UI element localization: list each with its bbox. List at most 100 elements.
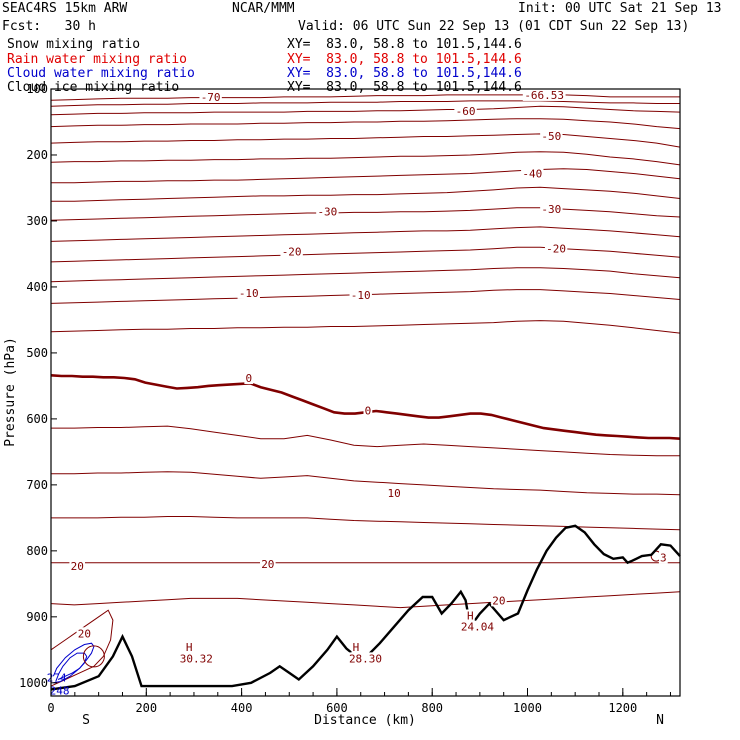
y-tick-label: 500: [26, 346, 48, 360]
rain-contour-line: [50, 609, 114, 687]
contour-label: -66.53: [524, 89, 564, 102]
contour-label: 3: [660, 551, 667, 564]
contour-label-bg: [349, 288, 372, 301]
isotherm-line: [50, 246, 681, 263]
model-name: SEAC4RS 15km ARW: [2, 1, 128, 16]
isotherm-contours: [50, 94, 681, 609]
x-tick-label: 0: [47, 701, 54, 715]
contour-label: H: [353, 641, 360, 654]
x-axis-label: Distance (km): [314, 713, 416, 728]
x-tick-label: 1000: [513, 701, 542, 715]
contour-label: H: [467, 610, 474, 623]
field-snow-name: Snow mixing ratio: [7, 37, 141, 52]
y-tick-label: 700: [26, 478, 48, 492]
contour-label-bg: [544, 242, 568, 255]
y-tick-label: 900: [26, 610, 48, 624]
contour-label: 274: [47, 672, 67, 685]
isotherm-line: [50, 94, 680, 101]
contour-label-bg: [540, 129, 563, 142]
contour-label-bg: [491, 594, 507, 607]
y-top-tick-label: 100: [26, 82, 48, 96]
contour-label-bg: [459, 620, 496, 633]
contour-label-bg: [244, 371, 254, 384]
y-tick-label: 800: [26, 544, 48, 558]
isotherm-line: [51, 186, 681, 202]
contour-label: 0: [365, 404, 372, 417]
isotherm-line: [50, 207, 681, 221]
forecast-hour: Fcst: 30 h: [2, 19, 96, 34]
isotherm-line: [50, 118, 681, 130]
contour-label-bg: [69, 560, 86, 573]
field-cloudwater-name: Cloud water mixing ratio: [7, 66, 195, 81]
cloud-water-line: [57, 652, 88, 680]
isotherm-line: [50, 226, 681, 242]
contour-label: 0: [245, 372, 252, 385]
contour-label-bg: [260, 558, 276, 571]
contour-label: 20: [261, 558, 274, 571]
contour-label-bg: [363, 404, 373, 417]
y-tick-label: 1000: [19, 676, 48, 690]
x-tick-label: 800: [421, 701, 443, 715]
y-tick-label: 400: [26, 280, 48, 294]
contour-label-bg: [351, 641, 361, 654]
contour-label: -20: [546, 243, 566, 256]
isotherm-line: [51, 516, 681, 531]
isotherm-line: [50, 100, 680, 107]
x-end-label-south: S: [82, 713, 90, 728]
contour-label-bg: [347, 652, 384, 665]
isotherm-line: [51, 471, 681, 496]
contour-label: -10: [239, 287, 259, 300]
x-tick-label: 400: [231, 701, 253, 715]
x-tick-label: 200: [135, 701, 157, 715]
x-tick-label: 1200: [608, 701, 637, 715]
init-time: Init: 00 UTC Sat 21 Sep 13: [518, 1, 722, 16]
contour-label: 20: [492, 594, 505, 607]
y-tick-label: 200: [26, 148, 48, 162]
contour-label: -50: [541, 130, 561, 143]
field-cloudwater-xy: XY= 83.0, 58.8 to 101.5,144.6: [287, 66, 522, 81]
field-snow-xy: XY= 83.0, 58.8 to 101.5,144.6: [287, 37, 522, 52]
isotherm-line: [51, 425, 680, 457]
isotherm-line: [50, 151, 681, 166]
contour-label: -40: [522, 167, 542, 180]
field-rain-xy: XY= 83.0, 58.8 to 101.5,144.6: [287, 52, 522, 67]
isotherm-line: [51, 168, 681, 184]
contour-label: -20: [282, 245, 302, 258]
cloud-water-line: [52, 642, 95, 684]
contour-label-bg: [540, 203, 563, 216]
contour-label-bg: [658, 551, 668, 564]
y-tick-label: 300: [26, 214, 48, 228]
contour-label-bg: [76, 627, 93, 640]
terrain-profile: [50, 524, 681, 691]
contour-label-bg: [386, 486, 402, 499]
plot-frame: [50, 88, 681, 697]
contour-label-bg: [237, 286, 260, 299]
isotherm-line: [50, 133, 681, 148]
isotherm-line: [50, 320, 681, 334]
contour-label: 10: [387, 487, 400, 500]
field-rain-name: Rain water mixing ratio: [7, 52, 188, 67]
contour-label: 20: [71, 560, 84, 573]
y-axis-label: Pressure (hPa): [3, 337, 18, 447]
isotherm-line: [50, 591, 681, 609]
rain-water-contour: [50, 609, 114, 687]
contour-label: -70: [201, 91, 221, 104]
cloud-water-contours: [52, 550, 662, 684]
contour-label: 24.04: [461, 621, 494, 634]
contour-labels: -70 -66.53 -60 -50 -40 -30 -30 -20 -20 -10 -10 0 0 10…: [47, 88, 668, 698]
cloud-circle: [82, 645, 105, 668]
contour-label: 248: [50, 685, 70, 698]
y-tick-label: 600: [26, 412, 48, 426]
contour-label-bg: [280, 245, 303, 258]
axes: 0 200 400 600 800 1000 12002003004005006007008…: [19, 82, 671, 715]
x-end-label-north: N: [656, 713, 664, 728]
contour-label: 30.32: [180, 652, 213, 665]
contour-label: 28.30: [349, 652, 382, 665]
contour-label-bg: [178, 652, 215, 665]
contour-label: H: [186, 641, 193, 654]
x-tick-label: 600: [326, 701, 348, 715]
field-cloudice-name: Cloud ice mixing ratio: [7, 80, 180, 95]
contour-label-bg: [454, 104, 477, 117]
contour-label: 20: [78, 627, 91, 640]
